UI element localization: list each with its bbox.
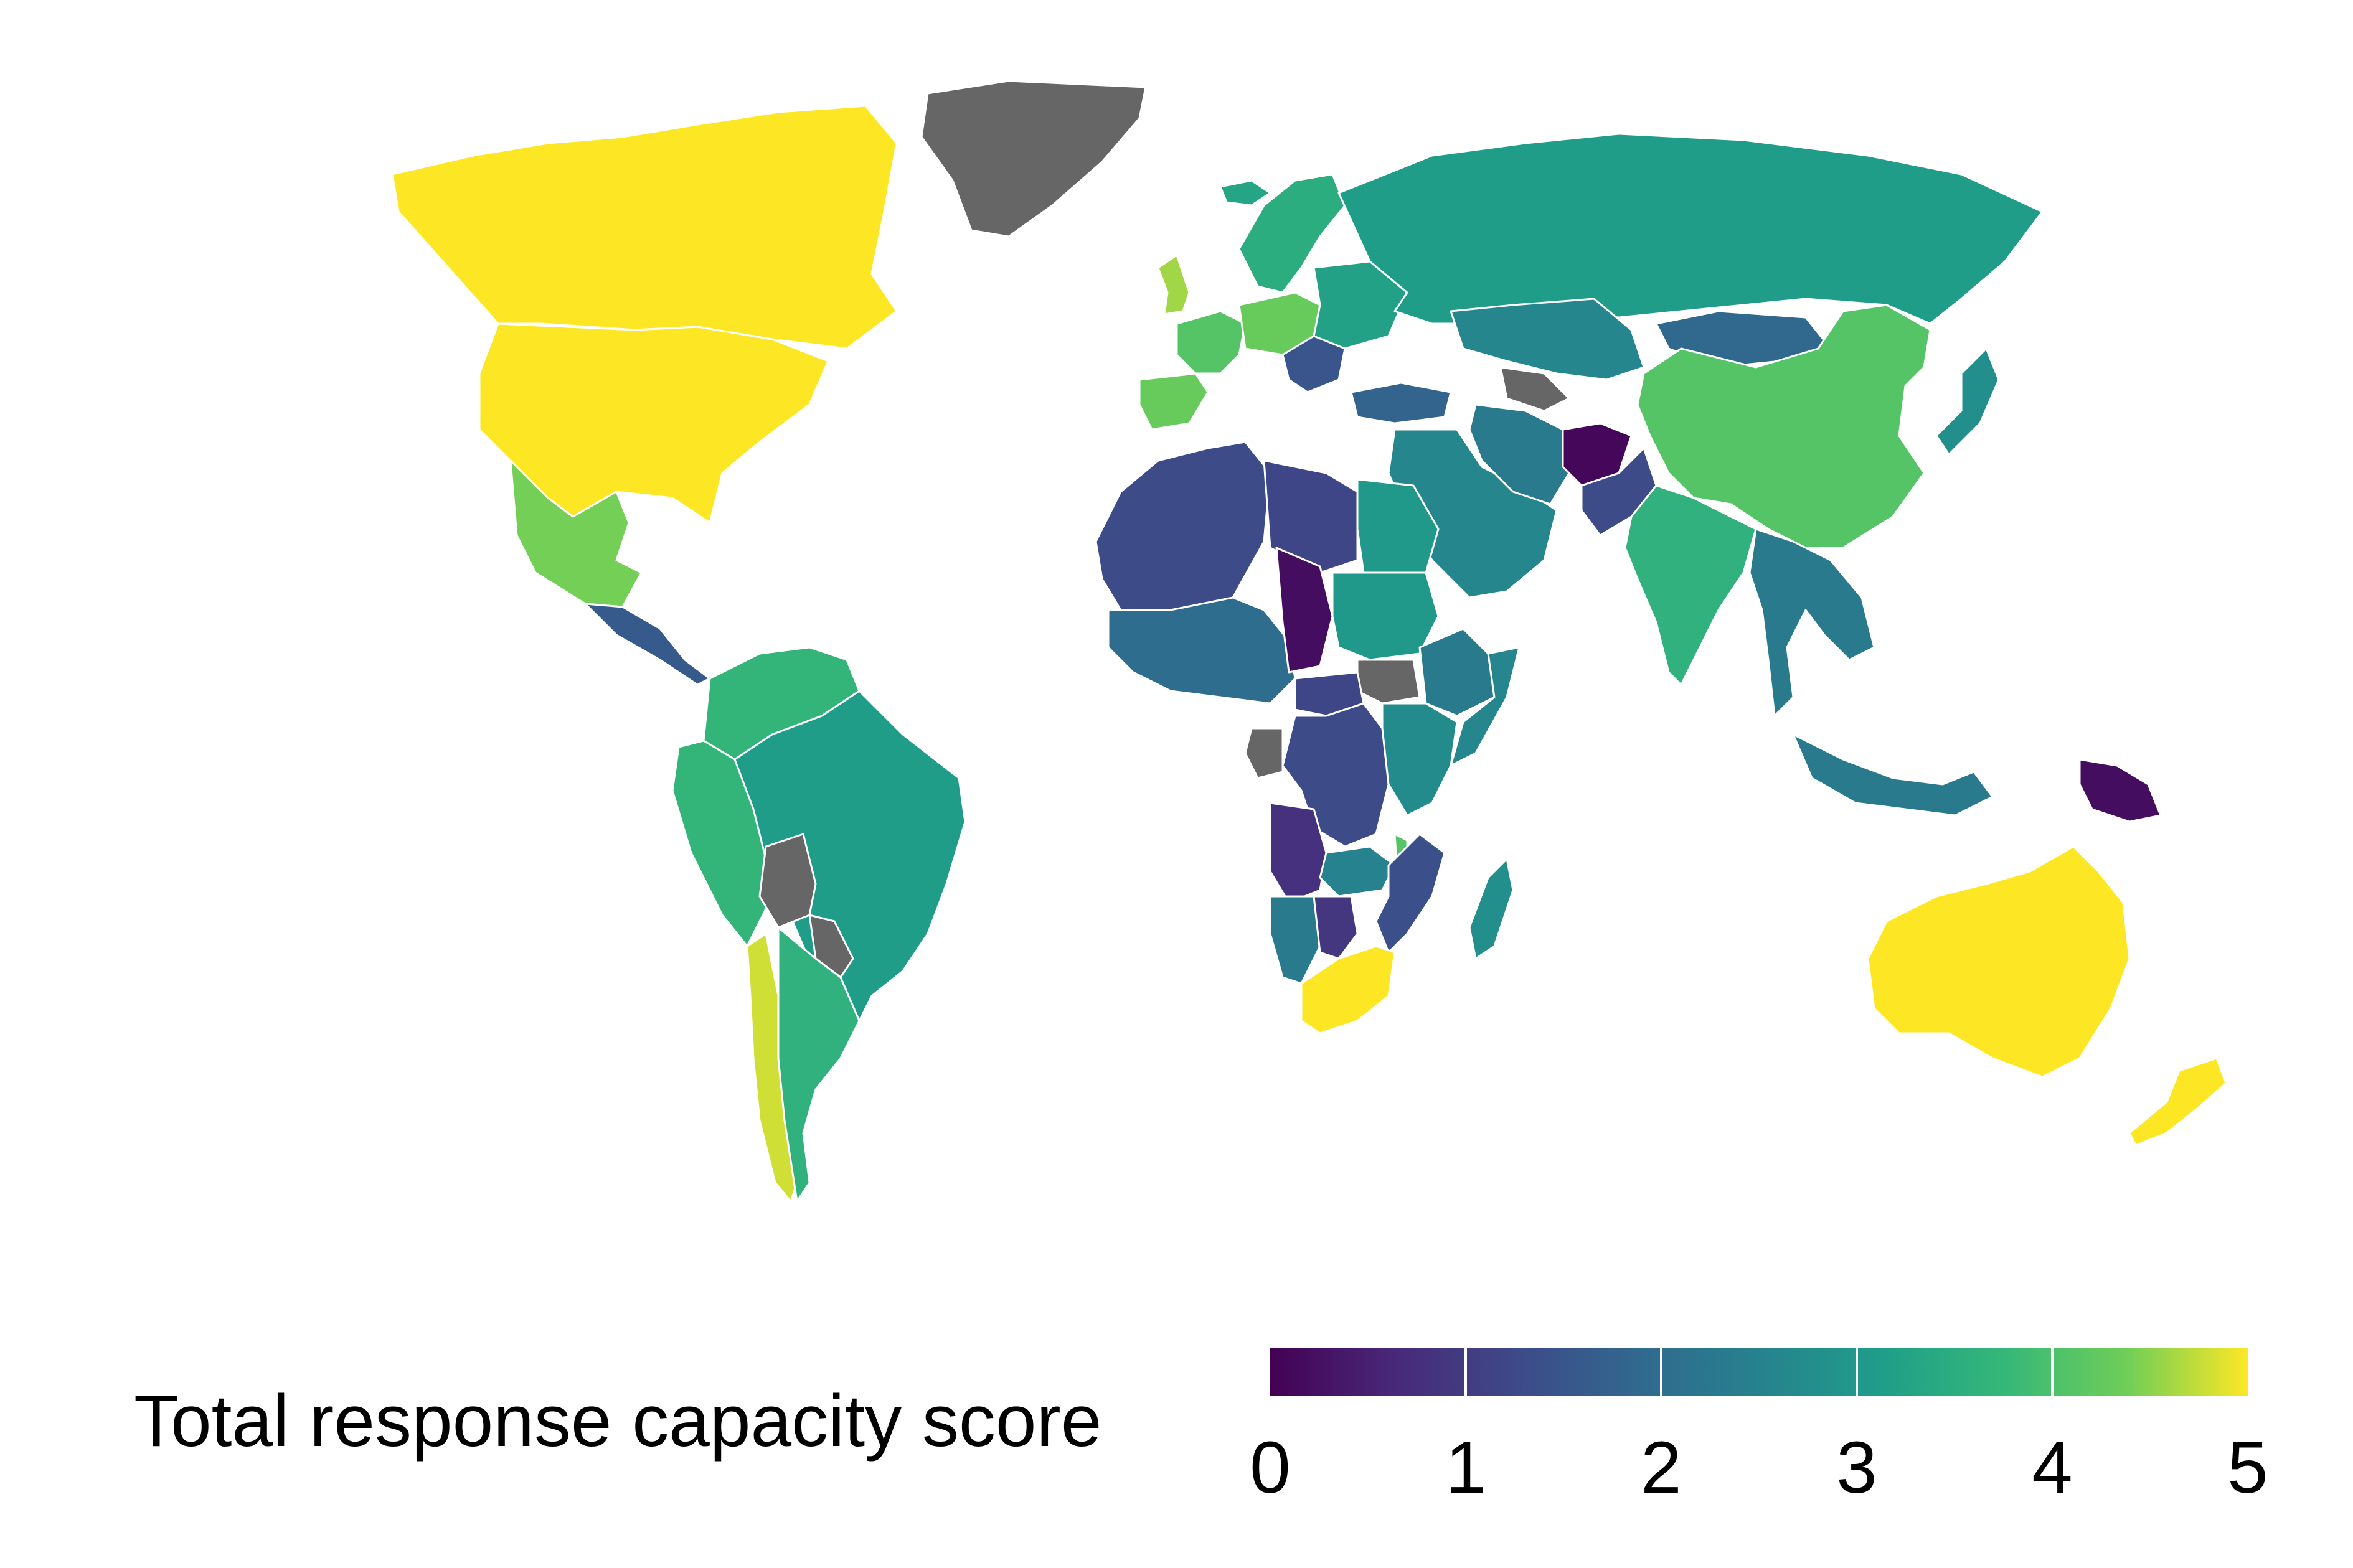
legend-tick-label-2: 2 xyxy=(1641,1427,1682,1509)
legend-tick-label-5: 5 xyxy=(2227,1427,2268,1509)
region-turkey xyxy=(1350,382,1452,425)
region-uk xyxy=(1157,254,1191,316)
legend-tick-label-1: 1 xyxy=(1445,1427,1486,1509)
map-regions xyxy=(391,80,2227,1203)
region-new-zealand xyxy=(2128,1057,2227,1147)
region-usa xyxy=(478,322,829,524)
region-scandinavia xyxy=(1238,173,1346,294)
region-russia xyxy=(1337,133,2044,325)
legend-tick-label-0: 0 xyxy=(1250,1427,1291,1509)
region-greenland xyxy=(920,80,1147,238)
region-india xyxy=(1624,484,1757,686)
region-indonesia xyxy=(1792,733,1994,817)
region-west-africa xyxy=(1107,596,1296,705)
region-east-africa xyxy=(1381,702,1458,817)
color-legend xyxy=(1270,1348,2248,1396)
region-ethiopia xyxy=(1418,627,1496,717)
region-south-sudan xyxy=(1356,659,1421,705)
region-northwest-africa xyxy=(1095,441,1271,611)
region-somalia xyxy=(1450,646,1521,767)
region-canada xyxy=(391,105,898,350)
region-southeast-asia xyxy=(1748,528,1875,717)
region-madagascar xyxy=(1468,858,1514,960)
region-balkans xyxy=(1281,335,1346,393)
region-turkmenistan xyxy=(1499,366,1570,412)
region-spain xyxy=(1138,372,1209,431)
legend-title: Total response capacity score xyxy=(134,1380,1102,1462)
region-sudan xyxy=(1331,571,1440,661)
region-australia xyxy=(1867,845,2131,1078)
region-angola xyxy=(1269,802,1327,904)
region-namibia xyxy=(1269,895,1321,985)
region-iran xyxy=(1468,403,1570,505)
legend-tick-marks xyxy=(1464,1348,2054,1396)
region-japan xyxy=(1935,347,2000,456)
region-kazakhstan xyxy=(1450,298,1645,381)
region-iceland xyxy=(1219,179,1271,207)
region-mexico xyxy=(509,459,643,608)
legend-tick-label-4: 4 xyxy=(2032,1427,2073,1509)
region-south-africa xyxy=(1300,945,1396,1035)
region-papua-new-guinea xyxy=(2078,758,2162,823)
region-china xyxy=(1636,304,1931,549)
region-chad xyxy=(1275,547,1334,674)
region-argentina xyxy=(777,926,861,1203)
region-gabon xyxy=(1244,727,1284,779)
region-botswana xyxy=(1313,895,1359,960)
region-bolivia xyxy=(758,833,817,929)
legend-tick-label-3: 3 xyxy=(1836,1427,1877,1509)
region-central-america xyxy=(584,603,711,686)
region-mozambique xyxy=(1375,833,1446,954)
region-chile xyxy=(746,932,798,1203)
region-western-europe xyxy=(1176,310,1247,375)
region-libya xyxy=(1263,459,1359,574)
legend-colorbar xyxy=(1270,1348,2248,1396)
region-zambia xyxy=(1319,845,1396,898)
